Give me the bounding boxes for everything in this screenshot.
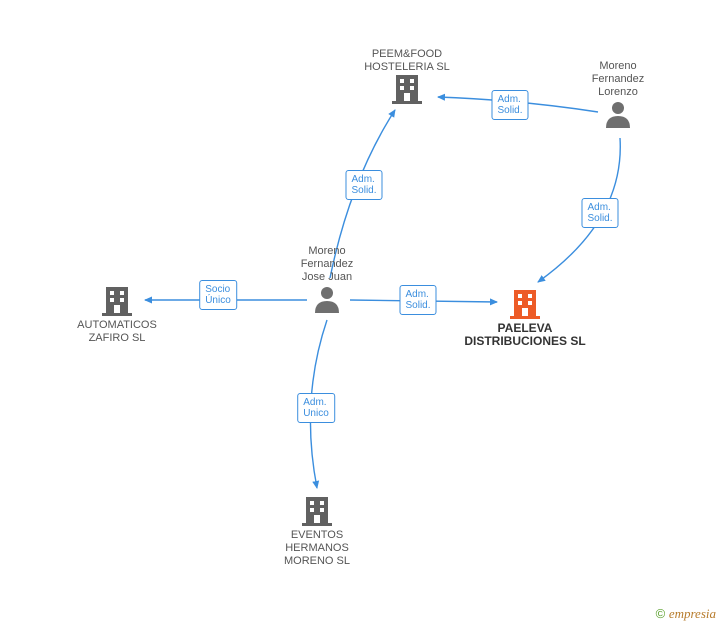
watermark: © empresia: [656, 606, 716, 622]
node-lorenzo[interactable]: Moreno Fernandez Lorenzo: [601, 98, 635, 135]
edge-label-lorenzo-peemfood: Adm. Solid.: [491, 90, 528, 120]
edge-label-lorenzo-paeleva: Adm. Solid.: [581, 198, 618, 228]
person-icon: [601, 98, 635, 135]
node-label: PAELEVA DISTRIBUCIONES SL: [455, 322, 595, 348]
edge-label-josejuan-paeleva: Adm. Solid.: [399, 285, 436, 315]
building-icon: [300, 493, 334, 532]
node-label: AUTOMATICOS ZAFIRO SL: [47, 319, 187, 345]
person-icon: [310, 283, 344, 320]
building-icon: [100, 283, 134, 322]
node-josejuan[interactable]: Moreno Fernandez Jose Juan: [310, 283, 344, 320]
diagram-canvas: Socio Único Adm. Solid. Adm. Solid. Adm. Un…: [0, 0, 728, 630]
watermark-brand: empresia: [669, 606, 716, 621]
edge-label-josejuan-automaticos: Socio Único: [199, 280, 237, 310]
node-label: EVENTOS HERMANOS MORENO SL: [247, 529, 387, 568]
edge-label-josejuan-eventos: Adm. Unico: [297, 393, 335, 423]
node-label: Moreno Fernandez Jose Juan: [257, 245, 397, 284]
node-eventos[interactable]: EVENTOS HERMANOS MORENO SL: [300, 493, 334, 532]
building-icon: [508, 286, 542, 325]
node-paeleva[interactable]: PAELEVA DISTRIBUCIONES SL: [508, 286, 542, 325]
building-icon: [390, 71, 424, 110]
copyright-symbol: ©: [656, 606, 666, 621]
node-automaticos[interactable]: AUTOMATICOS ZAFIRO SL: [100, 283, 134, 322]
node-label: PEEM&FOOD HOSTELERIA SL: [337, 48, 477, 74]
node-peemfood[interactable]: PEEM&FOOD HOSTELERIA SL: [390, 71, 424, 110]
edge-label-josejuan-peemfood: Adm. Solid.: [345, 170, 382, 200]
node-label: Moreno Fernandez Lorenzo: [548, 60, 688, 99]
